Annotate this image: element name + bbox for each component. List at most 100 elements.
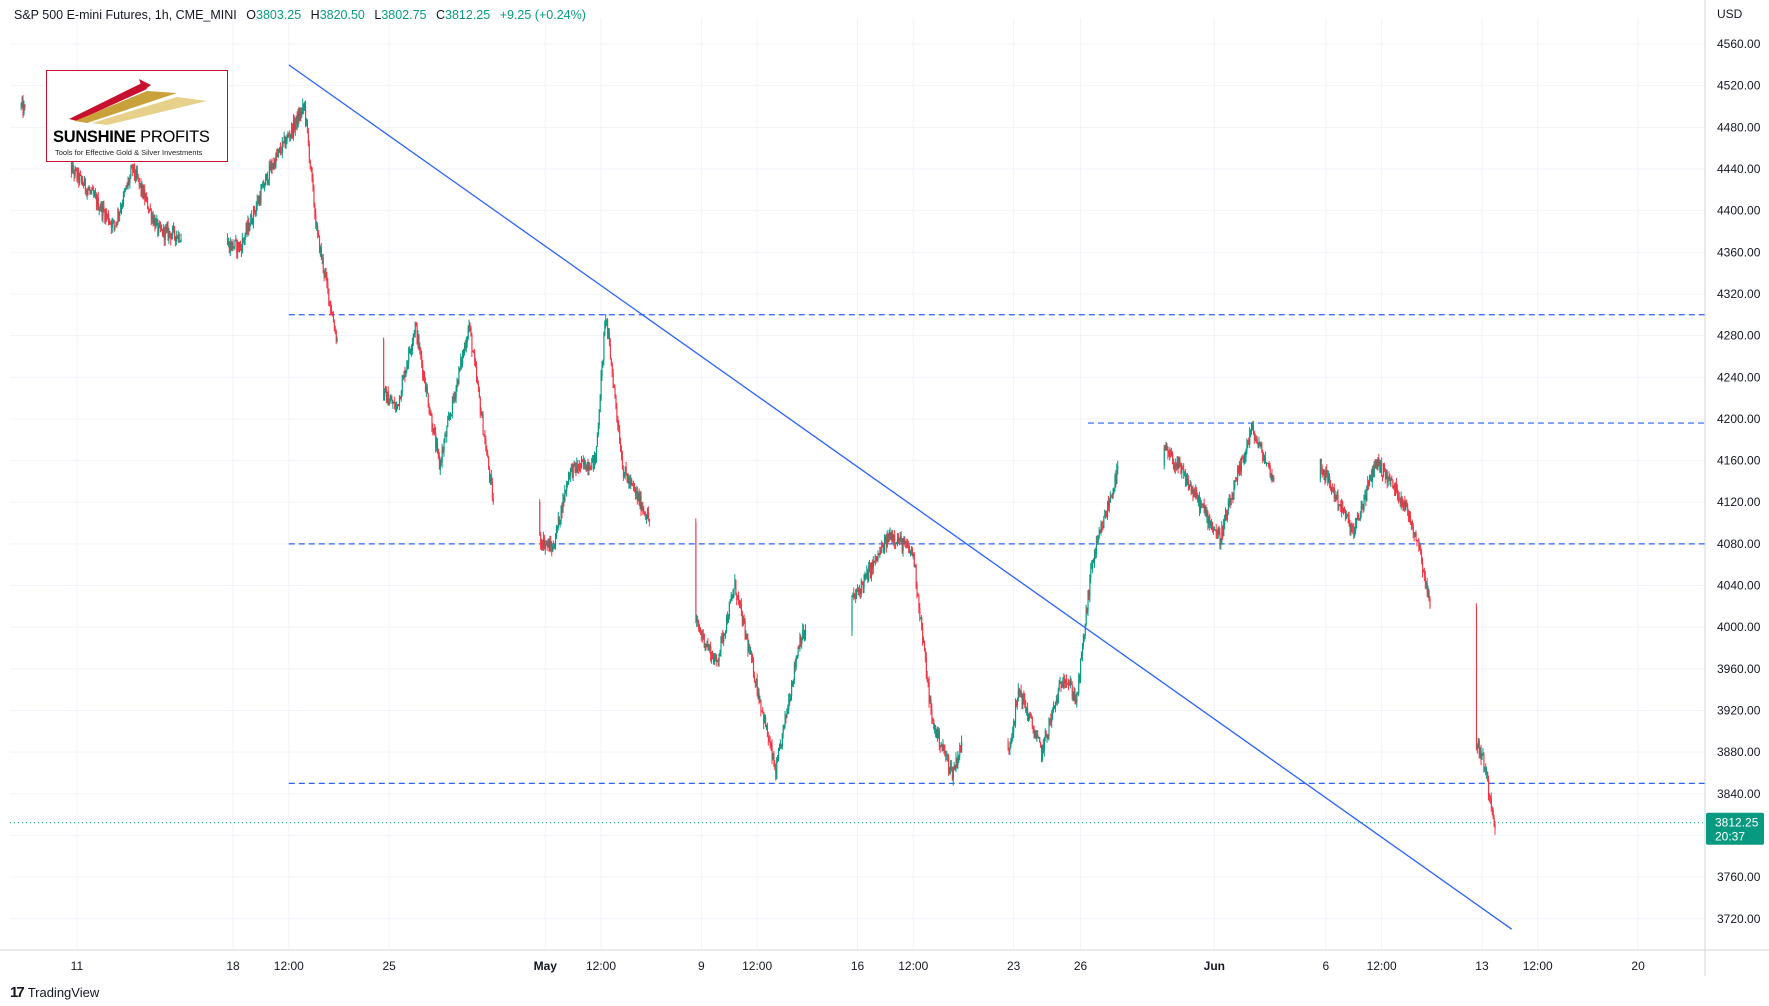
- candle-body: [599, 399, 601, 413]
- candle-body: [590, 469, 592, 471]
- candle-body: [431, 414, 433, 429]
- candle-body: [78, 170, 80, 183]
- candle-body: [444, 435, 446, 443]
- candle-body: [1060, 682, 1062, 687]
- candle-body: [79, 174, 81, 183]
- candle-body: [1376, 460, 1378, 469]
- candle-body: [1424, 576, 1426, 585]
- candle-body: [883, 546, 885, 553]
- candle-body: [1335, 494, 1337, 500]
- candle-body: [165, 228, 167, 230]
- candle-body: [1366, 486, 1368, 501]
- candle-body: [1416, 540, 1418, 542]
- candle-body: [851, 596, 853, 631]
- candle-body: [429, 411, 431, 415]
- candle-body: [396, 406, 398, 408]
- candle-body: [401, 380, 403, 394]
- candle-body: [600, 376, 602, 400]
- candle-body: [930, 700, 932, 710]
- candle-body: [1086, 610, 1088, 612]
- candle-body: [320, 247, 322, 259]
- currency-label: USD: [1717, 7, 1743, 21]
- candle-body: [1402, 501, 1404, 506]
- candle-body: [1268, 463, 1270, 466]
- candle-body: [284, 136, 286, 147]
- candle-body: [728, 603, 730, 619]
- candle-body: [399, 396, 401, 406]
- candle-body: [244, 235, 246, 241]
- candle-body: [23, 105, 25, 114]
- candle-body: [482, 414, 484, 435]
- candle-body: [397, 404, 399, 407]
- candle-body: [877, 553, 879, 560]
- candle-body: [304, 104, 306, 108]
- candle-body: [128, 180, 130, 183]
- candle-body: [91, 188, 93, 192]
- candle-body: [281, 151, 283, 153]
- candle-body: [1023, 693, 1025, 699]
- candle-body: [934, 725, 936, 729]
- candle-body: [1222, 526, 1224, 537]
- candle-body: [73, 171, 75, 176]
- candle-body: [478, 388, 480, 398]
- candle-body: [1374, 461, 1376, 464]
- candle-body: [1249, 433, 1251, 445]
- candle-body: [1195, 490, 1197, 498]
- candle-body: [83, 184, 85, 186]
- candle-body: [1230, 499, 1232, 506]
- tradingview-branding[interactable]: 17 TradingView: [10, 984, 99, 1001]
- candle-body: [949, 769, 951, 771]
- candle-body: [1188, 484, 1190, 490]
- candle-body: [427, 393, 429, 407]
- candle-body: [868, 567, 870, 581]
- candle-body: [644, 511, 646, 515]
- candle-body: [425, 382, 427, 392]
- candle-body: [259, 196, 261, 203]
- candle-body: [81, 175, 83, 181]
- candle-body: [461, 358, 463, 365]
- candle-body: [554, 546, 556, 548]
- candle-body: [568, 475, 570, 485]
- change-value: +9.25 (+0.24%): [499, 8, 586, 22]
- candle-body: [912, 548, 914, 556]
- candle-body: [1242, 458, 1244, 460]
- candle-body: [117, 211, 119, 224]
- candle-body: [648, 512, 650, 520]
- candle-body: [1330, 485, 1332, 489]
- candle-body: [711, 652, 713, 660]
- candle-body: [1012, 731, 1014, 738]
- candle-body: [1039, 737, 1041, 743]
- candle-body: [241, 238, 243, 252]
- candle-body: [1382, 475, 1384, 477]
- x-tick-label: 12:00: [1523, 959, 1553, 973]
- candle-body: [1320, 459, 1322, 469]
- candle-body: [313, 186, 315, 206]
- candle-body: [631, 480, 633, 483]
- candle-body: [556, 527, 558, 539]
- candle-body: [1328, 476, 1330, 482]
- candle-body: [585, 469, 587, 472]
- candle-body: [1226, 512, 1228, 520]
- candle-body: [752, 659, 754, 661]
- candle-body: [1017, 688, 1019, 699]
- candle-body: [308, 143, 310, 161]
- candle-body: [1265, 457, 1267, 464]
- candle-body: [950, 766, 952, 771]
- candle-body: [794, 663, 796, 667]
- candle-body: [86, 189, 88, 195]
- candle-body: [1081, 655, 1083, 660]
- candle-body: [146, 197, 148, 199]
- candle-body: [793, 663, 795, 681]
- candle-body: [389, 399, 391, 403]
- candle-body: [866, 570, 868, 577]
- candle-body: [951, 766, 953, 780]
- x-tick-label: 12:00: [274, 959, 304, 973]
- candle-body: [175, 236, 177, 242]
- candle-body: [906, 543, 908, 548]
- candle-body: [1417, 539, 1419, 541]
- y-tick-label: 4280.00: [1717, 329, 1761, 343]
- candle-body: [753, 659, 755, 677]
- candle-body: [576, 463, 578, 472]
- candle-body: [1377, 457, 1379, 469]
